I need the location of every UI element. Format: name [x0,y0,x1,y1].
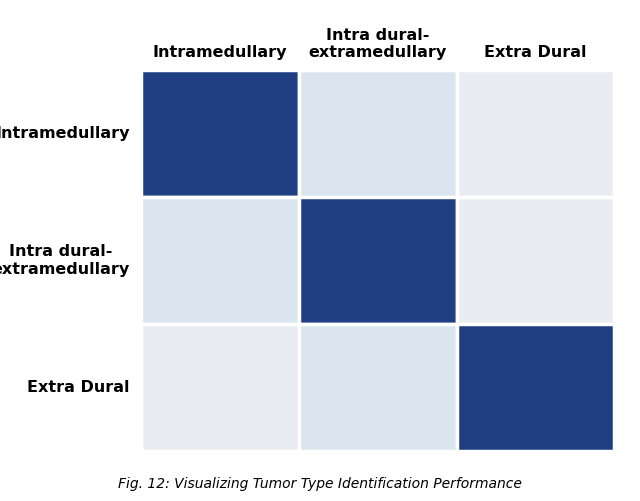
Text: Intramedullary: Intramedullary [152,45,287,60]
Text: Intra dural-
extramedullary: Intra dural- extramedullary [308,28,447,60]
Text: Extra Dural: Extra Dural [484,45,587,60]
Bar [456,324,614,451]
Bar [141,197,299,324]
Bar [299,197,456,324]
Text: Intramedullary: Intramedullary [0,126,130,141]
Bar [299,70,456,197]
Bar [141,324,299,451]
Bar [141,70,299,197]
Text: Intra dural-
extramedullary: Intra dural- extramedullary [0,244,130,277]
Text: Fig. 12: Visualizing Tumor Type Identification Performance: Fig. 12: Visualizing Tumor Type Identifi… [118,477,522,491]
Text: Extra Dural: Extra Dural [28,380,130,395]
Bar [299,324,456,451]
Bar [456,70,614,197]
Bar [456,197,614,324]
